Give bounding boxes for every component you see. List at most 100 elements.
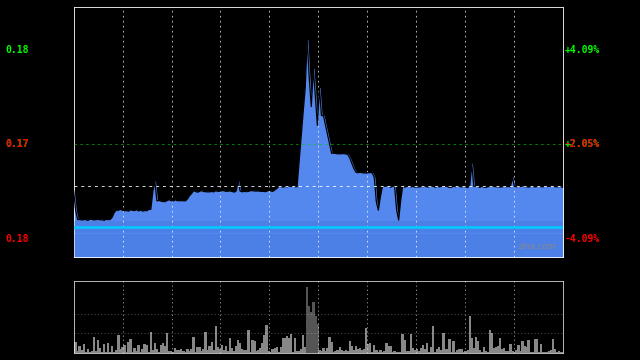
- Bar: [434, 352, 436, 353]
- Bar: [162, 343, 164, 353]
- Bar: [249, 352, 252, 353]
- Bar: [239, 343, 241, 353]
- Bar: [558, 351, 561, 353]
- Bar: [182, 351, 184, 353]
- Bar: [339, 347, 341, 353]
- Bar: [152, 350, 154, 353]
- Text: 0.18: 0.18: [5, 45, 29, 55]
- Bar: [408, 351, 410, 353]
- Bar: [381, 352, 383, 353]
- Bar: [328, 337, 331, 353]
- Bar: [302, 335, 305, 353]
- Bar: [524, 346, 526, 353]
- Bar: [140, 352, 142, 353]
- Bar: [148, 352, 150, 353]
- Bar: [91, 351, 93, 353]
- Bar: [200, 351, 203, 353]
- Bar: [243, 350, 246, 353]
- Bar: [138, 345, 140, 353]
- Bar: [484, 351, 487, 353]
- Bar: [440, 350, 442, 353]
- Bar: [463, 352, 465, 353]
- Bar: [95, 351, 97, 353]
- Bar: [269, 352, 272, 353]
- Bar: [324, 351, 327, 353]
- Text: 0.17: 0.17: [5, 139, 29, 149]
- Bar: [207, 350, 209, 353]
- Bar: [472, 348, 475, 353]
- Bar: [337, 350, 339, 353]
- Bar: [117, 335, 120, 353]
- Bar: [406, 351, 408, 353]
- Bar: [176, 350, 179, 353]
- Bar: [383, 351, 386, 353]
- Bar: [456, 350, 459, 353]
- Bar: [467, 350, 469, 353]
- Text: sina.com: sina.com: [518, 242, 556, 251]
- Bar: [371, 352, 374, 353]
- Bar: [107, 343, 109, 353]
- Bar: [211, 342, 213, 353]
- Bar: [332, 352, 335, 353]
- Bar: [517, 345, 520, 353]
- Text: +2.05%: +2.05%: [564, 139, 600, 149]
- Bar: [525, 347, 528, 353]
- Bar: [340, 350, 343, 353]
- Bar: [446, 349, 449, 353]
- Bar: [448, 339, 451, 353]
- Bar: [468, 316, 471, 353]
- Bar: [389, 346, 392, 353]
- Bar: [552, 339, 554, 353]
- Bar: [493, 348, 495, 353]
- Bar: [359, 348, 361, 353]
- Bar: [310, 312, 312, 353]
- Bar: [355, 346, 357, 353]
- Bar: [195, 352, 196, 353]
- Bar: [178, 350, 180, 353]
- Bar: [298, 351, 300, 353]
- Bar: [216, 347, 219, 353]
- Bar: [481, 352, 483, 353]
- Bar: [113, 352, 115, 353]
- Bar: [180, 349, 182, 353]
- Bar: [223, 350, 225, 353]
- Bar: [357, 348, 359, 353]
- Bar: [93, 337, 95, 353]
- Bar: [257, 350, 260, 353]
- Bar: [259, 348, 262, 353]
- Bar: [164, 346, 166, 353]
- Bar: [344, 350, 347, 353]
- Text: 0.17: 0.17: [5, 139, 29, 149]
- Bar: [387, 346, 390, 353]
- Bar: [454, 352, 457, 353]
- Bar: [491, 333, 493, 353]
- Bar: [133, 348, 136, 353]
- Bar: [483, 347, 485, 353]
- Bar: [233, 351, 236, 353]
- Bar: [136, 351, 138, 353]
- Bar: [157, 352, 160, 353]
- Bar: [511, 351, 514, 353]
- Bar: [513, 352, 516, 353]
- Bar: [235, 346, 237, 353]
- Bar: [253, 341, 255, 353]
- Bar: [515, 350, 518, 353]
- Bar: [422, 345, 424, 353]
- Bar: [479, 350, 481, 353]
- Bar: [347, 351, 349, 353]
- Bar: [296, 351, 298, 353]
- Bar: [497, 346, 499, 353]
- Bar: [538, 352, 540, 353]
- Text: -4.09%: -4.09%: [564, 234, 600, 243]
- Bar: [227, 351, 229, 353]
- Bar: [399, 352, 402, 353]
- Bar: [444, 349, 447, 353]
- Bar: [451, 352, 452, 353]
- Bar: [531, 352, 534, 353]
- Bar: [231, 348, 233, 353]
- Bar: [375, 350, 378, 353]
- Bar: [184, 352, 186, 353]
- Bar: [83, 344, 85, 353]
- Bar: [519, 351, 522, 353]
- Bar: [284, 338, 286, 353]
